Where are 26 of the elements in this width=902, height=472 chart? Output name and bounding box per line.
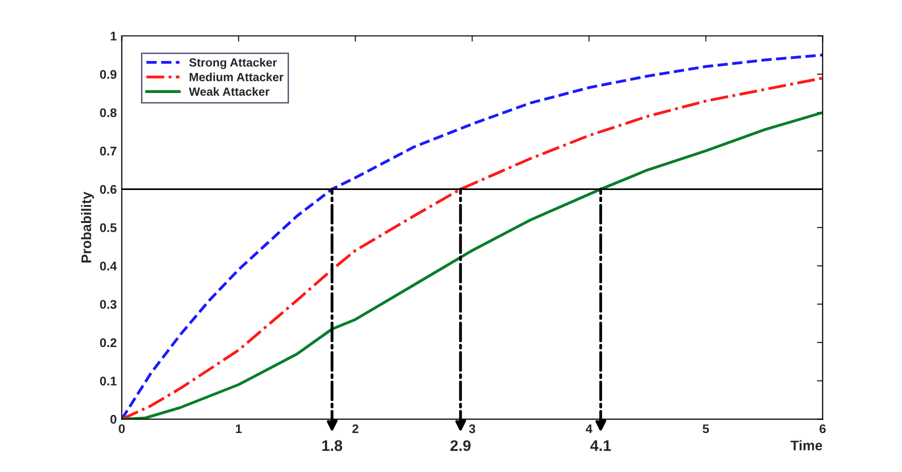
x-tick-label: 0 <box>118 424 125 434</box>
x-tick-label: 4 <box>586 424 592 434</box>
y-tick-label: 0.1 <box>100 376 117 386</box>
y-axis-title: Probability <box>81 192 94 262</box>
y-tick-label: 0.6 <box>100 184 116 194</box>
x-tick-label: 1 <box>236 424 242 434</box>
legend-label: Medium Attacker <box>190 72 284 82</box>
y-tick-label: 0.4 <box>100 262 117 270</box>
y-tick-label: 0.2 <box>100 338 116 348</box>
legend-label: Weak Attacker <box>188 87 270 96</box>
y-tick-label: 0.8 <box>100 108 117 118</box>
legend-label: Strong Attacker <box>189 58 277 70</box>
x-tick-label: 6 <box>820 424 826 434</box>
x-tick-label: 5 <box>702 424 709 434</box>
y-tick-label: 0.7 <box>100 146 116 156</box>
x-tick-label: 2 <box>352 424 358 434</box>
x-tick-label: 3 <box>469 424 476 434</box>
annotation: 1.8 <box>322 440 342 452</box>
annotation: 2.9 <box>450 440 471 452</box>
annotation: 4.1 <box>590 440 611 451</box>
y-tick-label: 0.9 <box>100 70 116 79</box>
y-tick-label: 0.5 <box>100 223 117 232</box>
y-tick-label: 1 <box>110 32 117 40</box>
y-tick-label: 0.3 <box>100 300 116 309</box>
y-tick-label: 0 <box>110 414 116 424</box>
x-axis-title: Time <box>790 440 822 450</box>
